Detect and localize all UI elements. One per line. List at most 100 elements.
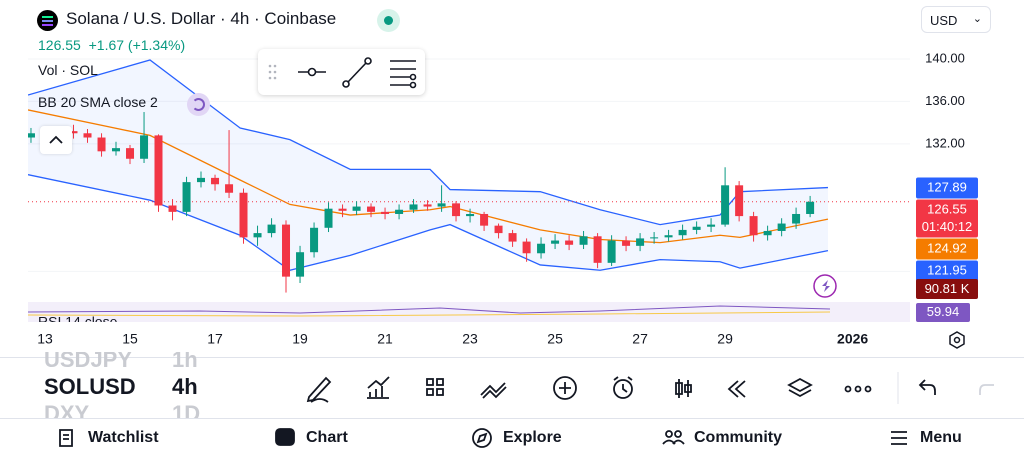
- candle-body: [239, 192, 248, 238]
- plot-area: [28, 58, 910, 293]
- x-tick-label: 21: [377, 331, 393, 347]
- candle-body: [267, 224, 276, 234]
- coin-logo: [37, 10, 58, 31]
- symbol-name[interactable]: DXY: [44, 401, 90, 418]
- candle-body: [69, 131, 78, 134]
- nav-item[interactable]: Menu: [920, 429, 962, 446]
- candle-body: [211, 177, 220, 185]
- candle-body: [664, 235, 673, 238]
- candle-body: [466, 213, 475, 217]
- nav-icons[interactable]: [59, 428, 907, 448]
- divider: [0, 418, 1024, 419]
- candle-body: [140, 135, 149, 159]
- indicator-icon[interactable]: [187, 93, 210, 116]
- x-tick-label: 13: [37, 331, 53, 347]
- candle-body: [763, 230, 772, 236]
- collapse-legend[interactable]: [40, 126, 72, 154]
- logo-stripe: [42, 20, 53, 22]
- price-countdown: 01:40:12: [922, 219, 973, 234]
- candle-body: [111, 148, 120, 152]
- redo-icon[interactable]: [979, 384, 994, 395]
- candle-body: [707, 224, 716, 227]
- settings-icon[interactable]: [949, 331, 965, 349]
- candle-body: [452, 203, 461, 217]
- toolbar-icons[interactable]: [306, 376, 936, 403]
- symbol-interval[interactable]: 1h: [172, 352, 198, 372]
- candle-body: [97, 137, 106, 152]
- y-tick-label: 140.00: [925, 50, 965, 65]
- x-tick-label: 23: [462, 331, 478, 347]
- x-tick-label: 25: [547, 331, 563, 347]
- currency: USD: [930, 13, 958, 28]
- nav-item[interactable]: Chart: [306, 429, 348, 446]
- bollinger-middle: [28, 109, 829, 244]
- price-label-box: [916, 199, 978, 238]
- candle-body: [537, 243, 546, 254]
- x-tick-label: 27: [632, 331, 648, 347]
- nav-item[interactable]: Community: [694, 429, 782, 446]
- symbol-switcher[interactable]: USDJPY 1h SOLUSD 4h DXY 1D: [0, 352, 290, 418]
- market-status[interactable]: [377, 9, 400, 32]
- candle-body: [735, 185, 744, 217]
- bollinger-upper: [28, 59, 828, 226]
- candle-body: [310, 227, 319, 253]
- x-tick-label: 19: [292, 331, 308, 347]
- candle-body: [622, 240, 631, 246]
- nav-item[interactable]: Explore: [503, 429, 562, 446]
- candle-body: [806, 201, 815, 214]
- currency-select[interactable]: USD ⌄: [921, 6, 991, 33]
- symbol-name[interactable]: USDJPY: [44, 352, 133, 372]
- candle-body: [721, 185, 730, 225]
- logo-stripe: [42, 16, 53, 18]
- symbol-interval[interactable]: 4h: [172, 374, 198, 399]
- candle-body: [381, 211, 390, 214]
- chart-logo: [813, 274, 837, 298]
- candle-body: [423, 204, 432, 207]
- candle-body: [508, 233, 517, 242]
- x-tick-label: 17: [207, 331, 223, 347]
- candle-body: [196, 177, 205, 183]
- logo-stripe: [42, 24, 53, 26]
- candle-body: [395, 209, 404, 214]
- candle-body: [636, 238, 645, 246]
- candle-body: [28, 133, 35, 138]
- candle-body: [607, 240, 616, 263]
- quote: 126.55 +1.67 (+1.34%): [38, 37, 185, 53]
- price-label: 126.55: [927, 201, 967, 216]
- symbol-title[interactable]: Solana / U.S. Dollar · 4h · Coinbase: [66, 9, 337, 28]
- candle-body: [83, 133, 92, 138]
- x-tick-label: 2026: [837, 331, 868, 347]
- symbol-interval[interactable]: 1D: [172, 401, 201, 418]
- bollinger-fill: [28, 60, 828, 271]
- candle-body: [480, 213, 489, 226]
- status-dot: [384, 16, 393, 25]
- symbol-name[interactable]: SOLUSD: [44, 374, 136, 399]
- candle-body: [494, 225, 503, 234]
- drawing-toolbar: [258, 49, 425, 95]
- candle-body: [324, 208, 333, 228]
- candle-body: [777, 223, 786, 231]
- x-tick-label: 15: [122, 331, 138, 347]
- price-label-box: [916, 238, 978, 260]
- candle-body: [282, 224, 291, 277]
- candle-body: [367, 206, 376, 212]
- nav-item[interactable]: Watchlist: [88, 429, 159, 446]
- price-label-box: [916, 260, 978, 282]
- candle-body: [579, 236, 588, 245]
- candle-body: [253, 233, 262, 238]
- price-label: 127.89: [927, 179, 967, 194]
- candle-body: [168, 205, 177, 212]
- candle-body: [409, 204, 418, 210]
- candle-body: [338, 208, 347, 211]
- candle-body: [593, 236, 602, 263]
- indicator-legend[interactable]: BB 20 SMA close 2: [38, 94, 158, 110]
- price-label: 124.92: [927, 240, 967, 255]
- rsi-label: 59.94: [927, 304, 960, 319]
- volume-legend[interactable]: Vol · SOL: [38, 62, 98, 78]
- candle-body: [296, 252, 305, 277]
- candle-body: [551, 240, 560, 244]
- candle-body: [182, 182, 191, 212]
- last-price: 126.55: [38, 37, 81, 53]
- drawing-tools[interactable]: [258, 49, 425, 95]
